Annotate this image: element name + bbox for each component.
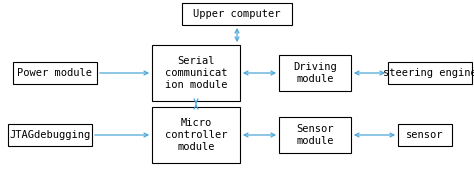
Text: JTAGdebugging: JTAGdebugging bbox=[9, 130, 91, 140]
FancyArrowPatch shape bbox=[100, 71, 148, 75]
FancyArrowPatch shape bbox=[194, 99, 198, 109]
Bar bbox=[13, 62, 97, 84]
FancyArrowPatch shape bbox=[95, 133, 148, 137]
FancyArrowPatch shape bbox=[235, 29, 239, 41]
Bar bbox=[279, 55, 351, 91]
Bar bbox=[388, 62, 472, 84]
FancyArrowPatch shape bbox=[244, 71, 275, 75]
Text: Serial
communicat
ion module: Serial communicat ion module bbox=[165, 56, 227, 90]
Bar bbox=[8, 124, 92, 146]
Bar bbox=[152, 45, 240, 101]
Bar bbox=[279, 117, 351, 153]
Text: steering engine: steering engine bbox=[383, 68, 474, 78]
Bar bbox=[398, 124, 452, 146]
FancyArrowPatch shape bbox=[355, 71, 384, 75]
Text: Driving
module: Driving module bbox=[293, 62, 337, 84]
Bar bbox=[152, 107, 240, 163]
Text: sensor: sensor bbox=[406, 130, 444, 140]
Text: Sensor
module: Sensor module bbox=[296, 124, 334, 146]
Bar bbox=[182, 3, 292, 25]
Text: Micro
controller
module: Micro controller module bbox=[165, 118, 227, 152]
Text: Upper computer: Upper computer bbox=[193, 9, 281, 19]
FancyArrowPatch shape bbox=[355, 133, 394, 137]
FancyArrowPatch shape bbox=[244, 133, 275, 137]
Text: Power module: Power module bbox=[18, 68, 92, 78]
